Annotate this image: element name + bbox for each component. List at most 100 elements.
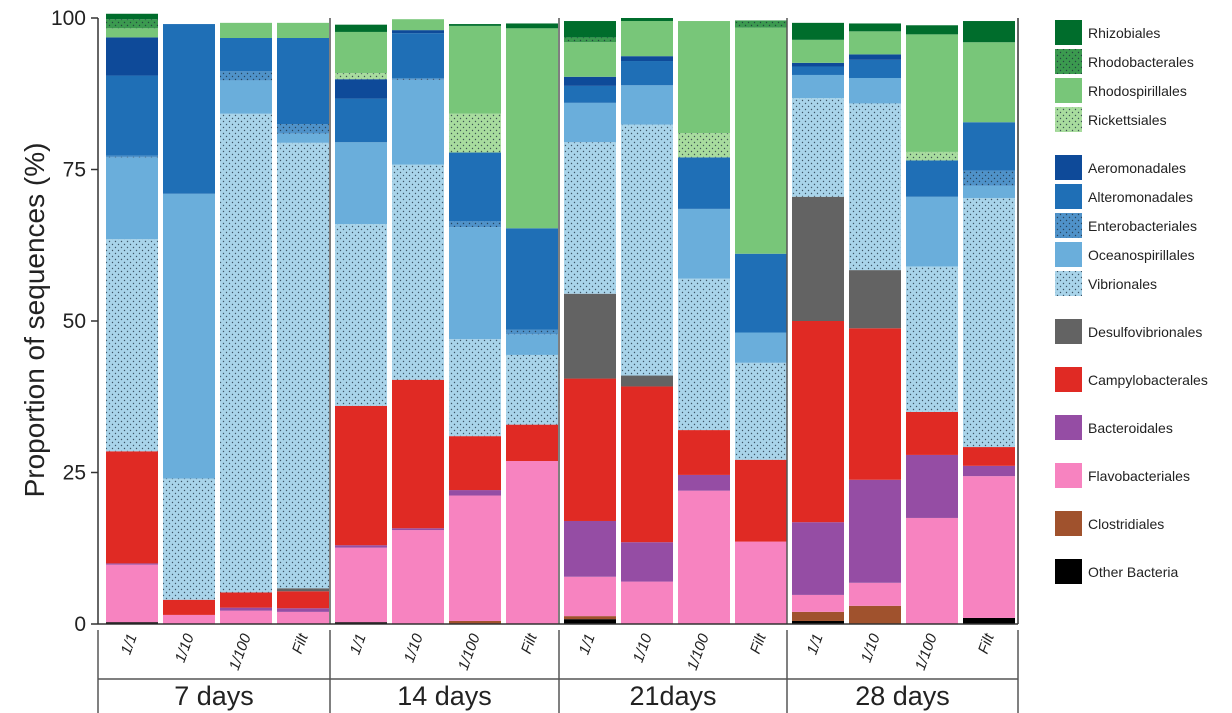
- bar-segment-rhodospirillales-14: [906, 34, 958, 152]
- bar-segment-alteromonadales-8: [564, 85, 616, 103]
- x-tick-label-2: 1/100: [226, 631, 255, 673]
- bar-segment-campylobacterales-1: [163, 599, 215, 615]
- bar-segment-campylobacterales-7: [506, 424, 558, 461]
- bar-segment-bacteroidales-2: [220, 607, 272, 611]
- bar-segment-oceanospirillales-7: [506, 334, 558, 355]
- legend-swatch-rickettsiales: [1055, 107, 1082, 132]
- bar-segment-alteromonadales-13: [849, 59, 901, 78]
- bar-segment-enterobacteriales-2: [220, 71, 272, 81]
- bar-segment-desulfovibrionales-8: [564, 293, 616, 379]
- bar-segment-clostridiales-6: [449, 620, 501, 624]
- bar-segment-rhodospirillales-11: [735, 27, 787, 254]
- legend-swatch-oceanospirillales: [1055, 242, 1082, 267]
- bar-segment-enterobacteriales-3: [277, 124, 329, 134]
- legend-swatch-campylobacterales: [1055, 367, 1082, 392]
- bar-segment-rhizobiales-14: [906, 25, 958, 35]
- bar-segment-flavobacteriales-7: [506, 460, 558, 624]
- legend-swatch-rhodobacterales: [1055, 49, 1082, 74]
- legend-label-rickettsiales: Rickettsiales: [1088, 112, 1167, 128]
- bar-segment-rhizobiales-4: [335, 24, 387, 32]
- bar-segment-campylobacterales-5: [392, 379, 444, 529]
- bar-segment-rhodospirillales-8: [564, 42, 616, 77]
- bar-segment-rickettsiales-14: [906, 151, 958, 161]
- bar-segment-flavobacteriales-12: [792, 594, 844, 612]
- x-tick-label-1: 1/10: [172, 631, 198, 665]
- bar-segment-rhodospirillales-4: [335, 31, 387, 74]
- bar-segment-oceanospirillales-0: [106, 157, 158, 240]
- bar-segment-alteromonadales-0: [106, 75, 158, 156]
- legend-swatch-rhizobiales: [1055, 20, 1082, 45]
- bar-segment-alteromonadales-15: [963, 122, 1015, 171]
- y-tick-label-75: 75: [63, 159, 86, 182]
- x-tick-label-11: Filt: [747, 631, 770, 656]
- legend-label-vibrionales: Vibrionales: [1088, 276, 1157, 292]
- x-tick-label-13: 1/10: [858, 631, 884, 665]
- bar-segment-rhodospirillales-5: [392, 19, 444, 31]
- x-tick-label-14: 1/100: [912, 631, 941, 673]
- bar-segment-bacteroidales-10: [678, 474, 730, 491]
- bar-segment-alteromonadales-10: [678, 157, 730, 209]
- bar-segment-rhodobacterales-0: [106, 19, 158, 29]
- bar-segment-enterobacteriales-15: [963, 170, 1015, 186]
- bar-segment-rhodobacterales-11: [735, 20, 787, 28]
- bar-segment-oceanospirillales-11: [735, 332, 787, 363]
- bar-segment-oceanospirillales-2: [220, 80, 272, 114]
- bar-segment-campylobacterales-0: [106, 451, 158, 564]
- bar-segment-oceanospirillales-12: [792, 74, 844, 98]
- bar-segment-rickettsiales-10: [678, 133, 730, 158]
- bar-segment-vibrionales-2: [220, 113, 272, 593]
- y-tick-label-25: 25: [63, 462, 86, 485]
- bar-segment-aeromonadales-0: [106, 37, 158, 76]
- bar-segment-oceanospirillales-14: [906, 196, 958, 267]
- bar-segment-flavobacteriales-15: [963, 476, 1015, 618]
- bar-segment-alteromonadales-2: [220, 37, 272, 72]
- bar-segment-rhodospirillales-13: [849, 31, 901, 55]
- bar-segment-rhizobiales-9: [621, 18, 673, 22]
- legend-swatch-enterobacteriales: [1055, 213, 1082, 238]
- bar-segment-rhodospirillales-12: [792, 39, 844, 63]
- bar-segment-vibrionales-0: [106, 239, 158, 452]
- legend-label-rhizobiales: Rhizobiales: [1088, 25, 1160, 41]
- legend-label-campylobacterales: Campylobacterales: [1088, 372, 1208, 388]
- bar-segment-flavobacteriales-0: [106, 564, 158, 623]
- bar-segment-campylobacterales-3: [277, 591, 329, 609]
- legend-swatch-other-bacteria: [1055, 559, 1082, 584]
- bar-segment-alteromonadales-11: [735, 253, 787, 333]
- bar-segment-campylobacterales-12: [792, 321, 844, 523]
- bar-segment-enterobacteriales-7: [506, 329, 558, 335]
- bar-segment-alteromonadales-12: [792, 66, 844, 75]
- bar-segment-rhizobiales-13: [849, 23, 901, 32]
- bar-segment-rhizobiales-7: [506, 23, 558, 29]
- bar-segment-other-bacteria-8: [564, 619, 616, 624]
- bar-segment-rhizobiales-0: [106, 13, 158, 20]
- x-tick-label-8: 1/1: [576, 632, 599, 657]
- bar-segment-flavobacteriales-4: [335, 547, 387, 623]
- x-tick-label-10: 1/100: [684, 631, 713, 673]
- bar-segment-rhizobiales-15: [963, 21, 1015, 43]
- bars-layer: [106, 13, 1015, 624]
- bar-segment-desulfovibrionales-3: [277, 588, 329, 592]
- legend-label-other-bacteria: Other Bacteria: [1088, 564, 1178, 580]
- bar-segment-desulfovibrionales-9: [621, 375, 673, 387]
- bar-segment-alteromonadales-14: [906, 160, 958, 197]
- bar-segment-bacteroidales-5: [392, 528, 444, 531]
- bar-segment-oceanospirillales-10: [678, 208, 730, 279]
- bar-segment-oceanospirillales-1: [163, 193, 215, 479]
- bar-segment-campylobacterales-15: [963, 447, 1015, 466]
- legend: Rhizobiales Rhodobacterales Rhodospirillal…: [1055, 20, 1208, 584]
- bar-segment-rhodospirillales-6: [449, 25, 501, 114]
- legend-label-flavobacteriales: Flavobacteriales: [1088, 468, 1190, 484]
- x-tick-label-9: 1/10: [630, 631, 656, 665]
- bar-segment-flavobacteriales-3: [277, 611, 329, 624]
- bar-segment-vibrionales-4: [335, 224, 387, 406]
- bar-segment-bacteroidales-6: [449, 490, 501, 496]
- bar-segment-desulfovibrionales-13: [849, 270, 901, 329]
- bar-segment-bacteroidales-13: [849, 479, 901, 583]
- bar-segment-flavobacteriales-8: [564, 576, 616, 617]
- bar-segment-bacteroidales-15: [963, 465, 1015, 477]
- bar-segment-flavobacteriales-6: [449, 495, 501, 621]
- bar-segment-vibrionales-8: [564, 142, 616, 294]
- bar-segment-alteromonadales-1: [163, 24, 215, 194]
- bar-segment-oceanospirillales-6: [449, 227, 501, 340]
- bar-segment-rhodospirillales-7: [506, 28, 558, 229]
